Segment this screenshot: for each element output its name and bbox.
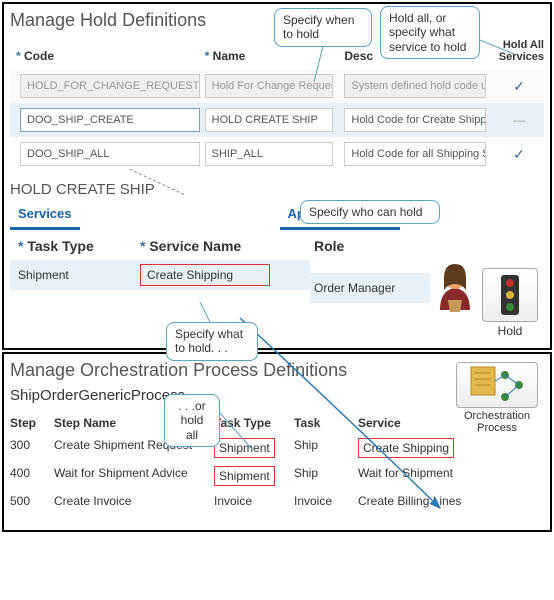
stepname-cell: Wait for Shipment Advice — [54, 466, 214, 486]
name-input[interactable]: HOLD CREATE SHIP — [205, 108, 333, 132]
code-input[interactable]: DOO_SHIP_ALL — [20, 142, 200, 166]
desc-input[interactable]: Hold Code for all Shipping S — [344, 142, 486, 166]
name-input[interactable]: Hold For Change Request — [205, 74, 333, 98]
holdall-dash-icon: — — [494, 113, 544, 127]
task-cell: Ship — [294, 438, 358, 458]
definition-row[interactable]: HOLD_FOR_CHANGE_REQUEST Hold For Change … — [10, 69, 544, 103]
service-cell: Create Billing Lines — [358, 494, 498, 508]
stepname-cell: Create Invoice — [54, 494, 214, 508]
manage-hold-definitions-panel: Manage Hold Definitions Specify when to … — [2, 2, 552, 350]
definition-row[interactable]: DOO_SHIP_ALL SHIP_ALL Hold Code for all … — [10, 137, 544, 171]
role-cell: Order Manager — [310, 273, 430, 303]
desc-input[interactable]: System defined hold code u... — [344, 74, 486, 98]
task-cell: Ship — [294, 466, 358, 486]
hold-widget[interactable]: Hold — [482, 268, 538, 338]
role-header: Role — [310, 238, 430, 254]
tasktype-cell: Shipment — [214, 438, 275, 458]
orchestration-process-icon — [467, 365, 527, 405]
service-name-header: Service Name — [140, 238, 241, 254]
callout-when: Specify when to hold — [274, 8, 372, 47]
col-name-header: Name — [205, 49, 246, 63]
step-row[interactable]: 500 Create Invoice Invoice Invoice Creat… — [10, 490, 544, 512]
traffic-light-icon — [499, 273, 521, 317]
service-name-cell: Create Shipping — [140, 264, 270, 286]
col-holdall-header: Hold All Services — [494, 39, 544, 63]
tasktype-cell: Invoice — [214, 494, 294, 508]
code-input[interactable]: HOLD_FOR_CHANGE_REQUEST — [20, 74, 200, 98]
step-cell: 300 — [10, 438, 54, 458]
callout-or-hold-all: . . .or hold all — [164, 394, 220, 447]
task-header: Task — [294, 416, 358, 430]
holdall-check-icon: ✓ — [494, 146, 544, 163]
tasktype-header: Task Type — [214, 416, 294, 430]
definition-row[interactable]: DOO_SHIP_CREATE HOLD CREATE SHIP Hold Co… — [10, 103, 544, 137]
task-type-header: Task Type — [18, 238, 94, 254]
callout-what-hold: Specify what to hold. . . — [166, 322, 258, 361]
orchestration-label: Orchestration Process — [456, 410, 538, 434]
tasktype-cell: Shipment — [214, 466, 275, 486]
step-cell: 500 — [10, 494, 54, 508]
col-code-header: Code — [16, 49, 54, 63]
detail-title: HOLD CREATE SHIP — [10, 181, 544, 198]
task-cell: Invoice — [294, 494, 358, 508]
tab-services[interactable]: Services — [10, 202, 80, 230]
orchestration-widget[interactable]: Orchestration Process — [456, 362, 538, 434]
callout-what: Hold all, or specify what service to hol… — [380, 6, 480, 59]
avatar-icon — [430, 260, 480, 315]
step-row[interactable]: 300 Create Shipment Request Shipment Shi… — [10, 434, 544, 462]
task-type-cell: Shipment — [10, 268, 140, 282]
step-cell: 400 — [10, 466, 54, 486]
code-input[interactable]: DOO_SHIP_CREATE — [20, 108, 200, 132]
service-cell: Wait for Shipment — [358, 466, 498, 486]
holdall-check-icon: ✓ — [494, 78, 544, 95]
desc-input[interactable]: Hold Code for Create Shippi — [344, 108, 486, 132]
hold-label: Hold — [482, 324, 538, 338]
col-desc-header: Desc — [344, 49, 373, 63]
name-input[interactable]: SHIP_ALL — [205, 142, 333, 166]
manage-orchestration-panel: Manage Orchestration Process Definitions… — [2, 352, 552, 532]
service-cell: Create Shipping — [358, 438, 454, 458]
step-row[interactable]: 400 Wait for Shipment Advice Shipment Sh… — [10, 462, 544, 490]
step-header: Step — [10, 416, 54, 430]
callout-who: Specify who can hold — [300, 200, 440, 224]
